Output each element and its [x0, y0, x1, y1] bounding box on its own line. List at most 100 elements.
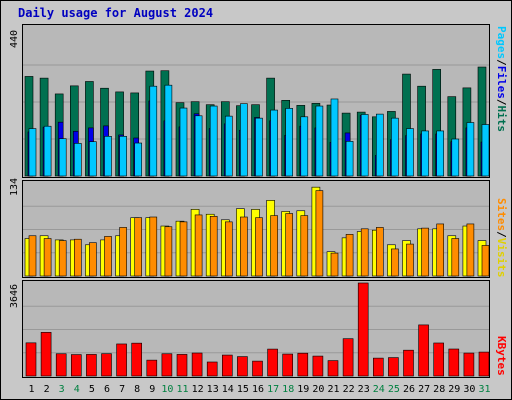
- kbytes-bar-day-31: [478, 351, 490, 377]
- pages-bar-day-10: [164, 84, 173, 177]
- sites-bar-day-11: [179, 221, 188, 277]
- day-label-7: 7: [119, 384, 125, 395]
- pages-bar-day-13: [209, 105, 218, 177]
- day-label-12: 12: [192, 384, 204, 395]
- sites-bar-day-26: [406, 243, 414, 277]
- kbytes-bar-day-6: [101, 353, 112, 377]
- day-label-17: 17: [267, 384, 279, 395]
- pages-bar-day-23: [360, 114, 369, 177]
- pages-bar-day-17: [270, 109, 278, 177]
- day-label-4: 4: [74, 384, 80, 395]
- pages-bar-day-31: [481, 124, 490, 177]
- day-label-13: 13: [207, 384, 219, 395]
- sites-bar-day-28: [436, 223, 445, 277]
- pages-bar-day-18: [285, 108, 294, 177]
- pages-bar-day-21: [330, 98, 339, 177]
- day-label-28: 28: [433, 384, 445, 395]
- sites-bar-day-18: [285, 213, 294, 277]
- pages-bar-day-8: [134, 142, 142, 177]
- day-label-8: 8: [134, 384, 140, 395]
- sites-bar-day-31: [481, 245, 490, 277]
- kbytes-bar-day-10: [161, 353, 173, 377]
- day-label-10: 10: [161, 384, 173, 395]
- pages-bar-day-19: [300, 116, 309, 177]
- pages-bar-day-22: [345, 141, 354, 177]
- day-label-19: 19: [297, 384, 309, 395]
- pages-bar-day-24: [375, 113, 384, 177]
- day-label-21: 21: [327, 384, 339, 395]
- pages-bar-day-15: [240, 103, 248, 177]
- day-label-3: 3: [59, 384, 65, 395]
- day-label-11: 11: [176, 384, 188, 395]
- sites-bar-day-14: [225, 221, 233, 277]
- day-label-29: 29: [448, 384, 460, 395]
- day-label-20: 20: [312, 384, 324, 395]
- kbytes-bar-day-8: [131, 342, 142, 377]
- pages-bar-day-26: [406, 128, 414, 177]
- day-label-2: 2: [44, 384, 50, 395]
- day-label-1: 1: [28, 384, 34, 395]
- sites-bar-day-19: [300, 215, 309, 277]
- kbytes-bar-day-2: [40, 332, 52, 377]
- sites-bar-day-15: [240, 216, 248, 277]
- sites-bar-day-25: [391, 248, 399, 277]
- kbytes-bar-day-23: [357, 282, 369, 377]
- kbytes-bar-day-24: [372, 357, 384, 377]
- kbytes-bar-day-27: [418, 324, 429, 377]
- sites-bar-day-30: [466, 223, 475, 277]
- pages-bar-day-1: [28, 128, 37, 177]
- day-label-16: 16: [252, 384, 264, 395]
- sites-bar-day-27: [421, 227, 429, 277]
- sites-bar-day-20: [315, 190, 324, 277]
- sites-bar-day-22: [345, 234, 354, 277]
- kbytes-bar-day-25: [388, 357, 399, 377]
- kbytes-bar-day-18: [282, 353, 294, 377]
- kbytes-bar-day-28: [433, 342, 445, 377]
- pages-bar-day-29: [451, 138, 460, 177]
- pages-bar-day-27: [421, 130, 429, 177]
- pages-bar-day-25: [391, 117, 399, 177]
- day-label-5: 5: [89, 384, 95, 395]
- sites-bar-day-2: [43, 238, 52, 277]
- kbytes-bar-day-4: [71, 354, 82, 377]
- pages-bar-day-3: [58, 138, 67, 177]
- pages-bar-day-14: [225, 115, 233, 177]
- day-label-27: 27: [418, 384, 430, 395]
- kbytes-bar-day-13: [206, 361, 218, 377]
- kbytes-bar-day-3: [55, 353, 67, 377]
- pages-bar-day-7: [119, 136, 127, 177]
- kbytes-bar-day-26: [403, 349, 414, 377]
- pages-bar-day-6: [104, 136, 112, 177]
- sites-bar-day-29: [451, 238, 460, 277]
- day-label-22: 22: [343, 384, 355, 395]
- day-label-9: 9: [149, 384, 155, 395]
- pages-bar-day-11: [179, 107, 188, 177]
- pages-bar-day-2: [43, 125, 52, 177]
- pages-bar-day-28: [436, 130, 445, 177]
- sites-bar-day-3: [58, 240, 67, 277]
- pages-bar-day-5: [89, 141, 97, 177]
- chart-title: Daily usage for August 2024: [18, 6, 214, 20]
- day-label-23: 23: [358, 384, 370, 395]
- day-label-14: 14: [222, 384, 234, 395]
- pages-bar-day-4: [74, 143, 82, 177]
- day-label-15: 15: [237, 384, 249, 395]
- kbytes-bar-day-20: [312, 355, 324, 377]
- kbytes-bar-day-22: [342, 338, 354, 377]
- day-label-31: 31: [478, 384, 490, 395]
- sites-bar-day-5: [89, 242, 97, 277]
- sites-bar-day-4: [74, 238, 82, 277]
- pages-bar-day-9: [149, 85, 158, 177]
- sites-bar-day-8: [134, 217, 142, 277]
- sites-bar-day-17: [270, 215, 278, 277]
- day-label-30: 30: [463, 384, 475, 395]
- day-label-18: 18: [282, 384, 294, 395]
- pages-bar-day-16: [255, 117, 263, 177]
- kbytes-bar-day-12: [191, 352, 203, 377]
- sites-bar-day-10: [164, 226, 173, 277]
- sites-bar-day-9: [149, 216, 158, 277]
- sites-bar-day-1: [28, 235, 37, 277]
- kbytes-bar-day-5: [86, 354, 97, 377]
- kbytes-bar-day-15: [237, 356, 248, 377]
